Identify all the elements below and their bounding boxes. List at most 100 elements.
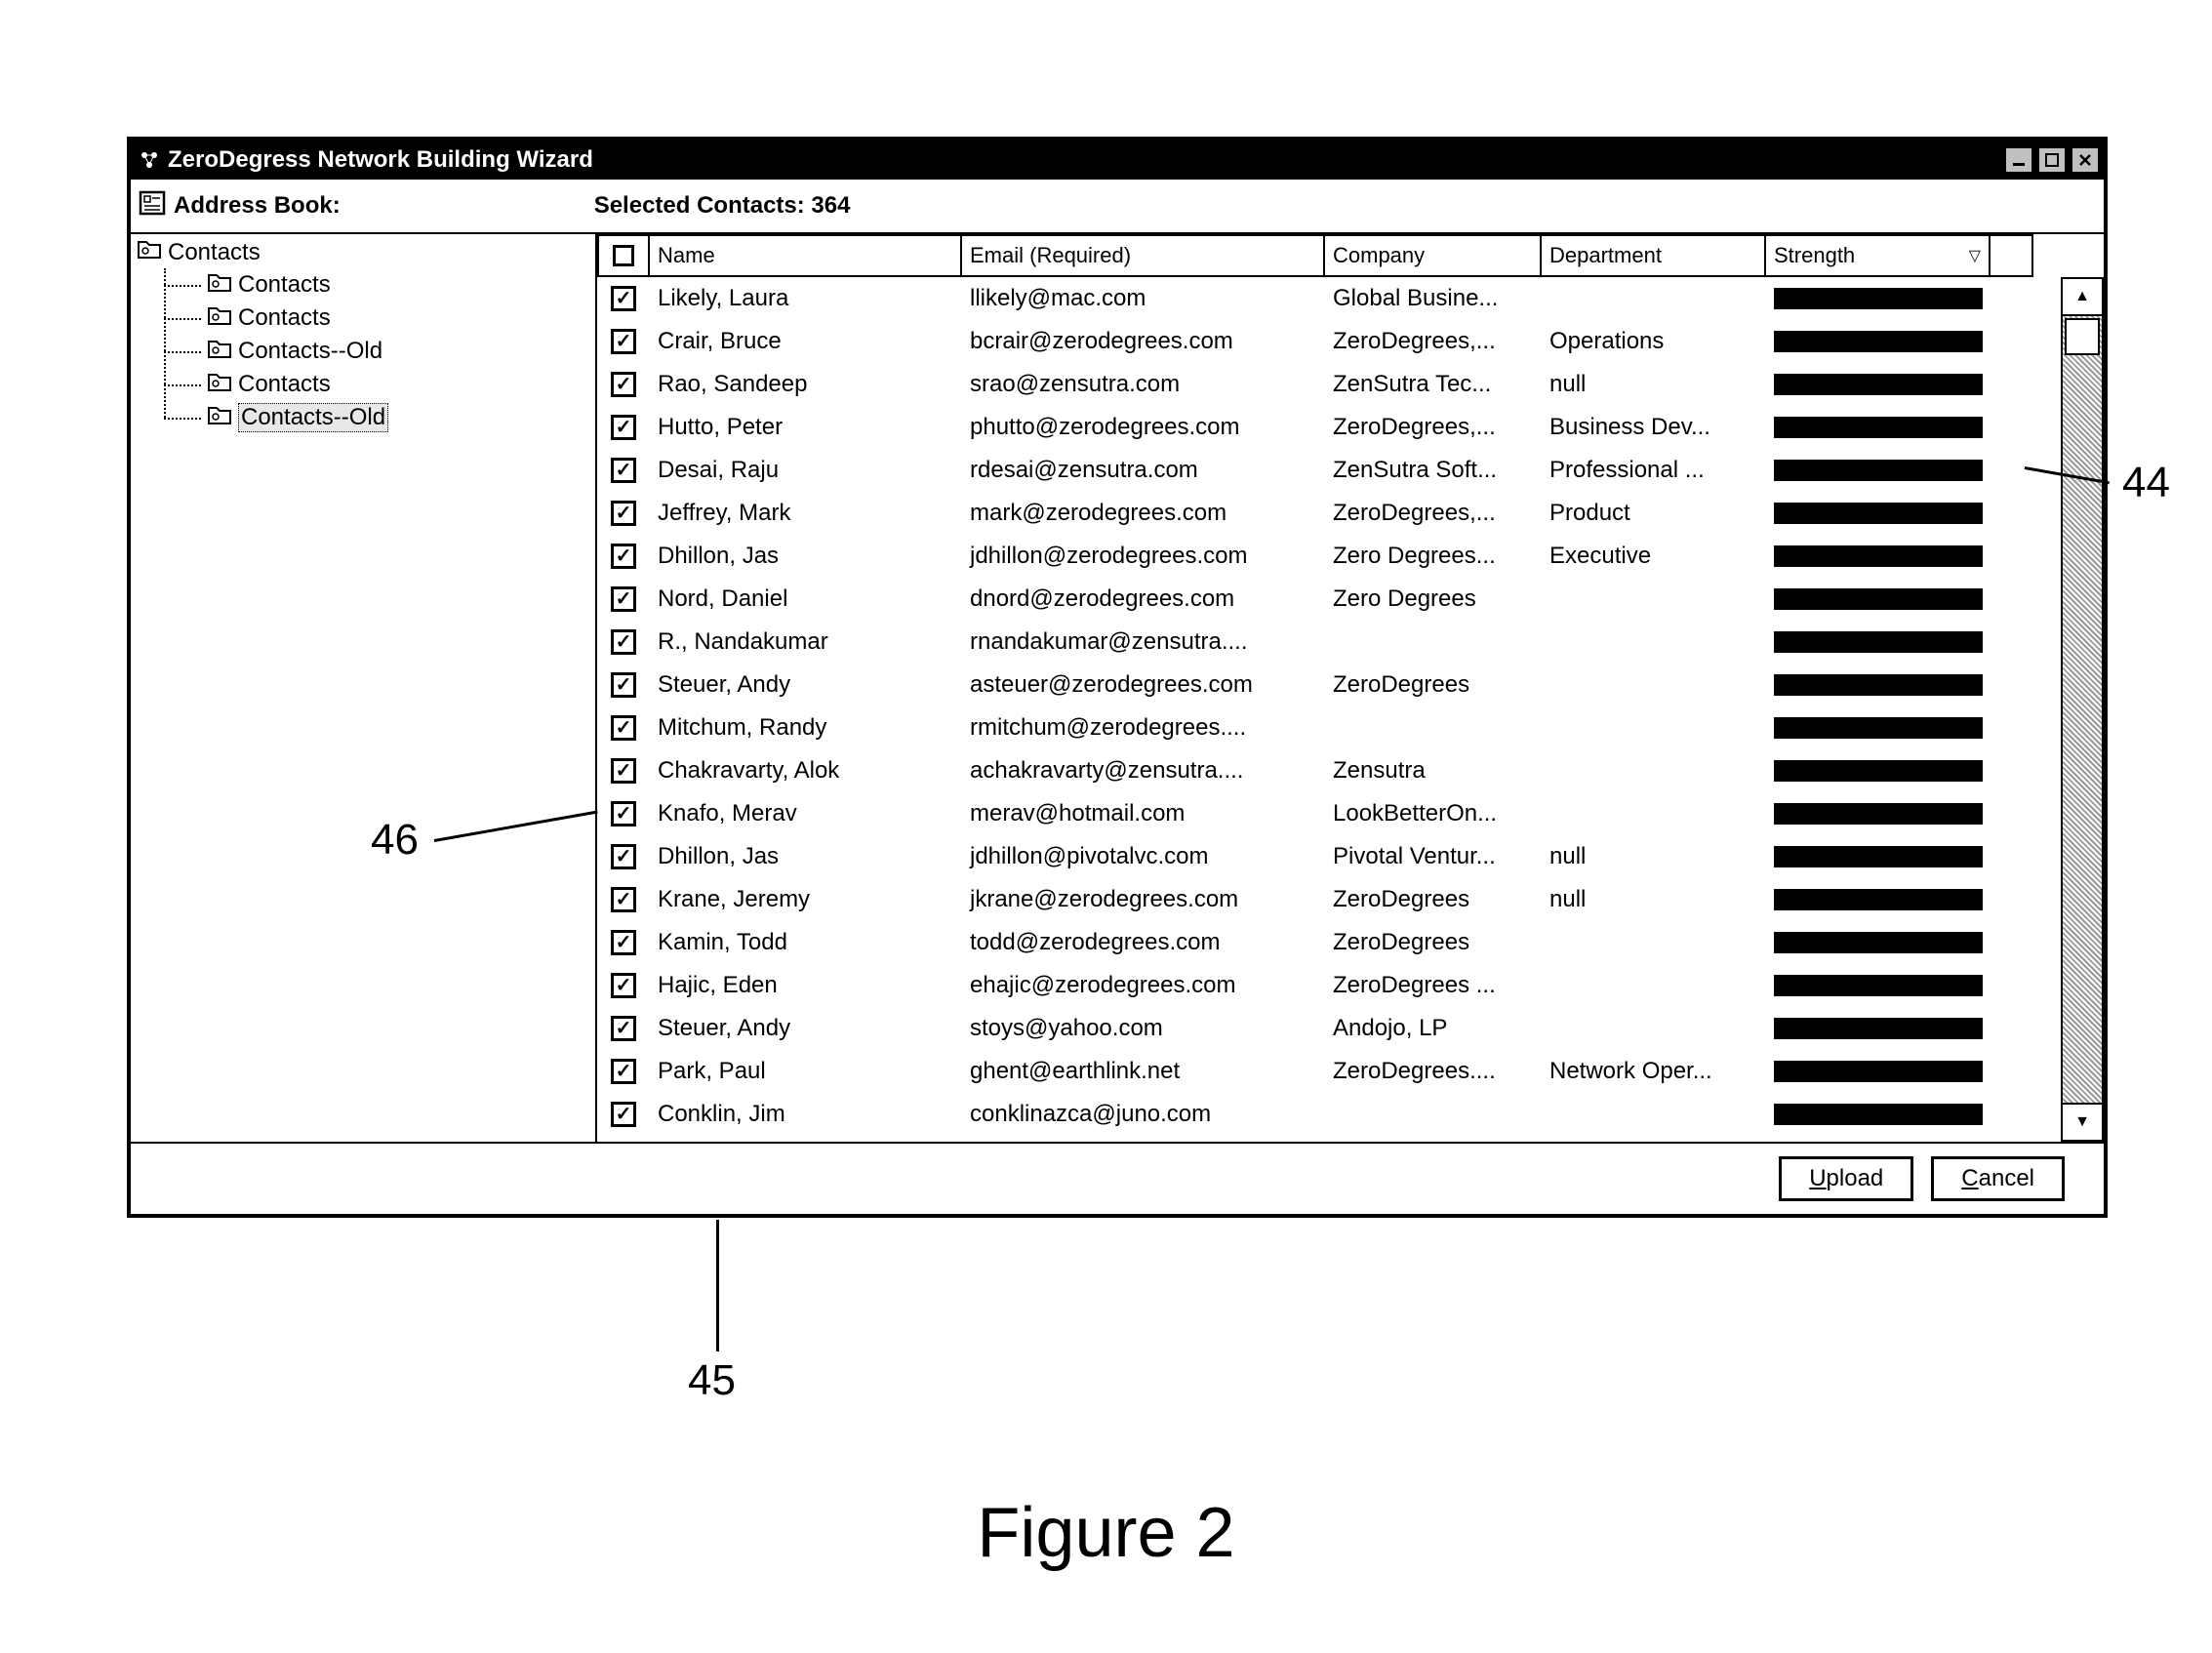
cell-name: Mitchum, Randy (650, 714, 962, 742)
table-row[interactable]: ✓Hajic, Edenehajic@zerodegrees.comZeroDe… (597, 964, 2061, 1007)
strength-bar (1774, 760, 1983, 782)
row-checkbox[interactable]: ✓ (611, 415, 636, 440)
vertical-scrollbar[interactable]: ▲ ▼ (2061, 277, 2104, 1142)
cell-email: rdesai@zensutra.com (962, 457, 1325, 484)
cell-company: ZenSutra Tec... (1325, 371, 1542, 398)
cell-strength (1766, 674, 1991, 696)
tree-item-label: Contacts (238, 271, 331, 299)
tree-item-label: Contacts--Old (238, 338, 382, 365)
cell-name: Krane, Jeremy (650, 886, 962, 913)
close-button[interactable] (2071, 146, 2100, 174)
tree-item[interactable]: Contacts--Old (164, 401, 591, 434)
tree-item[interactable]: Contacts--Old (164, 335, 591, 368)
strength-bar (1774, 932, 1983, 953)
row-checkbox[interactable]: ✓ (611, 1059, 636, 1084)
cell-email: jdhillon@zerodegrees.com (962, 543, 1325, 570)
cell-strength (1766, 1104, 1991, 1125)
cell-strength (1766, 374, 1991, 395)
cell-strength (1766, 460, 1991, 481)
table-row[interactable]: ✓Likely, Laurallikely@mac.comGlobal Busi… (597, 277, 2061, 320)
table-row[interactable]: ✓Desai, Rajurdesai@zensutra.comZenSutra … (597, 449, 2061, 492)
cell-name: Steuer, Andy (650, 1015, 962, 1042)
table-row[interactable]: ✓Park, Paulghent@earthlink.netZeroDegree… (597, 1050, 2061, 1093)
strength-bar (1774, 889, 1983, 910)
table-row[interactable]: ✓Dhillon, Jasjdhillon@pivotalvc.comPivot… (597, 835, 2061, 878)
tree-root[interactable]: Contacts (137, 238, 591, 266)
row-checkbox[interactable]: ✓ (611, 286, 636, 311)
scroll-down-button[interactable]: ▼ (2063, 1103, 2104, 1142)
column-header-department[interactable]: Department (1542, 234, 1766, 277)
scrollbar-header (1991, 234, 2033, 277)
folder-icon (207, 404, 232, 432)
row-checkbox[interactable]: ✓ (611, 973, 636, 998)
grid-header: Name Email (Required) Company Department… (597, 234, 2104, 277)
minimize-button[interactable] (2004, 146, 2033, 174)
row-checkbox[interactable]: ✓ (611, 1102, 636, 1127)
cell-email: jkrane@zerodegrees.com (962, 886, 1325, 913)
table-row[interactable]: ✓Jeffrey, Markmark@zerodegrees.comZeroDe… (597, 492, 2061, 535)
tree-item[interactable]: Contacts (164, 368, 591, 401)
scroll-track[interactable] (2063, 316, 2104, 1103)
strength-bar (1774, 374, 1983, 395)
column-header-strength[interactable]: Strength▽ (1766, 234, 1991, 277)
column-header-name-label: Name (658, 243, 715, 268)
row-checkbox[interactable]: ✓ (611, 887, 636, 912)
row-checkbox[interactable]: ✓ (611, 801, 636, 826)
row-checkbox[interactable]: ✓ (611, 372, 636, 397)
tree-item[interactable]: Contacts (164, 302, 591, 335)
annotation-46: 46 (371, 816, 419, 865)
strength-bar (1774, 545, 1983, 567)
maximize-button[interactable] (2037, 146, 2067, 174)
cell-email: ghent@earthlink.net (962, 1058, 1325, 1085)
table-row[interactable]: ✓Rao, Sandeepsrao@zensutra.comZenSutra T… (597, 363, 2061, 406)
cell-email: llikely@mac.com (962, 285, 1325, 312)
column-header-checkbox[interactable] (597, 234, 650, 277)
cell-company: LookBetterOn... (1325, 800, 1542, 827)
cell-company: Zero Degrees... (1325, 543, 1542, 570)
column-header-strength-label: Strength (1774, 243, 1855, 268)
table-row[interactable]: ✓Nord, Danieldnord@zerodegrees.comZero D… (597, 578, 2061, 621)
folder-icon (207, 271, 232, 300)
cell-name: Likely, Laura (650, 285, 962, 312)
row-checkbox[interactable]: ✓ (611, 672, 636, 698)
table-row[interactable]: ✓Crair, Brucebcrair@zerodegrees.comZeroD… (597, 320, 2061, 363)
row-checkbox[interactable]: ✓ (611, 329, 636, 354)
tree-item[interactable]: Contacts (164, 268, 591, 302)
cell-company: ZeroDegrees,... (1325, 328, 1542, 355)
cell-department: null (1542, 886, 1766, 913)
row-checkbox[interactable]: ✓ (611, 586, 636, 612)
table-row[interactable]: ✓Mitchum, Randyrmitchum@zerodegrees.... (597, 706, 2061, 749)
column-header-company[interactable]: Company (1325, 234, 1542, 277)
cancel-button[interactable]: Cancel (1931, 1156, 2065, 1201)
strength-bar (1774, 717, 1983, 739)
table-row[interactable]: ✓Conklin, Jimconklinazca@juno.com (597, 1093, 2061, 1136)
column-header-email[interactable]: Email (Required) (962, 234, 1325, 277)
row-checkbox[interactable]: ✓ (611, 844, 636, 869)
cell-strength (1766, 631, 1991, 653)
row-checkbox[interactable]: ✓ (611, 501, 636, 526)
row-checkbox[interactable]: ✓ (611, 715, 636, 741)
row-checkbox[interactable]: ✓ (611, 544, 636, 569)
table-row[interactable]: ✓Hutto, Peterphutto@zerodegrees.comZeroD… (597, 406, 2061, 449)
table-row[interactable]: ✓Chakravarty, Alokachakravarty@zensutra.… (597, 749, 2061, 792)
table-row[interactable]: ✓Knafo, Meravmerav@hotmail.comLookBetter… (597, 792, 2061, 835)
row-checkbox[interactable]: ✓ (611, 930, 636, 955)
scroll-up-button[interactable]: ▲ (2063, 277, 2104, 316)
row-checkbox[interactable]: ✓ (611, 1016, 636, 1041)
cell-strength (1766, 846, 1991, 867)
row-checkbox[interactable]: ✓ (611, 758, 636, 784)
upload-button[interactable]: Upload (1779, 1156, 1913, 1201)
row-checkbox[interactable]: ✓ (611, 629, 636, 655)
table-row[interactable]: ✓Krane, Jeremyjkrane@zerodegrees.comZero… (597, 878, 2061, 921)
table-row[interactable]: ✓Dhillon, Jasjdhillon@zerodegrees.comZer… (597, 535, 2061, 578)
scroll-thumb[interactable] (2065, 318, 2100, 355)
cell-strength (1766, 331, 1991, 352)
cell-email: stoys@yahoo.com (962, 1015, 1325, 1042)
table-row[interactable]: ✓Steuer, Andystoys@yahoo.comAndojo, LP (597, 1007, 2061, 1050)
row-checkbox[interactable]: ✓ (611, 458, 636, 483)
table-row[interactable]: ✓R., Nandakumarrnandakumar@zensutra.... (597, 621, 2061, 664)
table-row[interactable]: ✓Steuer, Andyasteuer@zerodegrees.comZero… (597, 664, 2061, 706)
cell-strength (1766, 803, 1991, 825)
column-header-name[interactable]: Name (650, 234, 962, 277)
table-row[interactable]: ✓Kamin, Toddtodd@zerodegrees.comZeroDegr… (597, 921, 2061, 964)
